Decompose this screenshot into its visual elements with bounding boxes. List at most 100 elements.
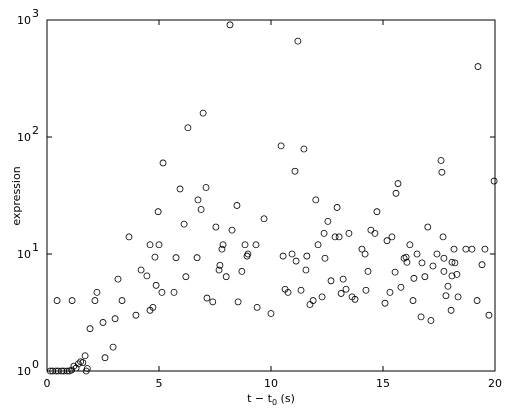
x-tick-label: 0 xyxy=(44,377,51,390)
point xyxy=(193,254,201,262)
point xyxy=(180,220,188,228)
y-tick-exponent: 1 xyxy=(32,241,39,254)
point xyxy=(439,233,447,241)
point xyxy=(397,283,405,291)
y-tick-label: 10 xyxy=(17,365,31,378)
point xyxy=(93,288,101,296)
point xyxy=(233,202,241,209)
point xyxy=(277,142,285,150)
point xyxy=(427,317,435,324)
point xyxy=(184,124,192,132)
point xyxy=(440,268,448,275)
point xyxy=(222,273,230,281)
point xyxy=(438,168,446,176)
point xyxy=(429,262,437,270)
point xyxy=(260,215,268,223)
point xyxy=(337,290,345,297)
point xyxy=(447,306,455,314)
point xyxy=(152,281,160,289)
point xyxy=(321,254,329,262)
point xyxy=(339,275,347,283)
point xyxy=(410,274,418,282)
point xyxy=(367,226,375,234)
point xyxy=(111,315,119,323)
point xyxy=(409,297,417,304)
point xyxy=(302,266,310,274)
point xyxy=(320,229,328,237)
point xyxy=(454,293,462,301)
point xyxy=(81,352,89,360)
point xyxy=(194,196,202,204)
point xyxy=(442,292,450,300)
point xyxy=(155,241,163,249)
point xyxy=(361,250,369,258)
point xyxy=(373,208,381,216)
point xyxy=(371,229,379,237)
point xyxy=(159,159,167,167)
y-tick-label: 10 xyxy=(17,248,31,261)
point xyxy=(54,367,62,375)
x-label-text: t − t xyxy=(247,392,273,405)
point xyxy=(437,157,445,164)
y-axis-label: expression xyxy=(10,166,23,225)
point xyxy=(158,288,166,296)
point xyxy=(137,266,145,274)
y-tick-base: 10 xyxy=(17,131,31,144)
point xyxy=(309,297,317,304)
point xyxy=(146,241,154,249)
point xyxy=(386,288,394,296)
point xyxy=(314,241,322,249)
x-axis-label: t − t0 (s) xyxy=(247,392,295,407)
point xyxy=(451,259,459,267)
point xyxy=(74,360,82,368)
point xyxy=(215,266,223,274)
point xyxy=(253,303,261,311)
point xyxy=(79,359,87,366)
point xyxy=(444,282,452,290)
point xyxy=(172,254,180,262)
point xyxy=(342,285,350,293)
point xyxy=(300,145,308,153)
point xyxy=(132,311,140,319)
point xyxy=(324,217,332,225)
point xyxy=(418,259,426,267)
point xyxy=(473,297,481,304)
point xyxy=(448,272,456,280)
point xyxy=(118,297,126,304)
point xyxy=(362,286,370,294)
point xyxy=(176,185,184,193)
point xyxy=(219,241,227,249)
point xyxy=(203,294,211,302)
point xyxy=(292,257,300,265)
point xyxy=(478,261,486,269)
point xyxy=(468,245,476,253)
x-label-suffix: (s) xyxy=(277,392,295,405)
point xyxy=(448,258,456,266)
point xyxy=(318,293,326,301)
point xyxy=(226,21,234,29)
point xyxy=(234,298,242,306)
point xyxy=(294,37,302,45)
point xyxy=(70,362,78,370)
point xyxy=(149,303,157,311)
point xyxy=(351,295,359,303)
point xyxy=(182,273,190,281)
point xyxy=(433,250,441,258)
point xyxy=(252,241,260,249)
point xyxy=(154,208,162,216)
point xyxy=(450,245,458,253)
point xyxy=(241,241,249,249)
point xyxy=(335,233,343,241)
point xyxy=(101,354,109,362)
point xyxy=(381,299,389,307)
x-tick-label: 15 xyxy=(376,377,390,390)
point xyxy=(151,253,159,261)
point xyxy=(440,254,448,262)
point xyxy=(402,253,410,261)
point xyxy=(417,313,425,321)
point xyxy=(86,325,94,333)
point xyxy=(297,286,305,294)
point xyxy=(490,177,498,185)
y-tick-base: 10 xyxy=(17,365,31,378)
point xyxy=(392,189,400,197)
